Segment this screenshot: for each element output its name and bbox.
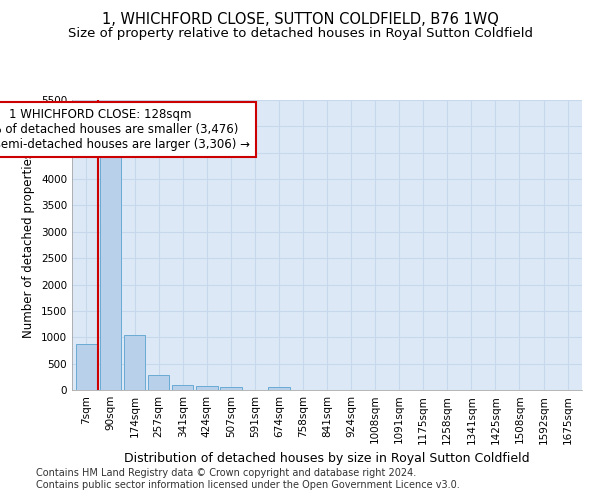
Y-axis label: Number of detached properties: Number of detached properties <box>22 152 35 338</box>
X-axis label: Distribution of detached houses by size in Royal Sutton Coldfield: Distribution of detached houses by size … <box>124 452 530 465</box>
Bar <box>100 150 121 390</box>
Bar <box>148 375 169 390</box>
Bar <box>196 386 218 390</box>
Text: 1, WHICHFORD CLOSE, SUTTON COLDFIELD, B76 1WQ: 1, WHICHFORD CLOSE, SUTTON COLDFIELD, B7… <box>101 12 499 28</box>
Bar <box>172 386 193 390</box>
Text: 1 WHICHFORD CLOSE: 128sqm
← 51% of detached houses are smaller (3,476)
48% of se: 1 WHICHFORD CLOSE: 128sqm ← 51% of detac… <box>0 108 250 151</box>
Bar <box>76 344 97 390</box>
Text: Size of property relative to detached houses in Royal Sutton Coldfield: Size of property relative to detached ho… <box>67 28 533 40</box>
Bar <box>124 335 145 390</box>
Bar <box>268 388 290 390</box>
Text: Contains HM Land Registry data © Crown copyright and database right 2024.: Contains HM Land Registry data © Crown c… <box>36 468 416 477</box>
Bar <box>220 388 242 390</box>
Text: Contains public sector information licensed under the Open Government Licence v3: Contains public sector information licen… <box>36 480 460 490</box>
